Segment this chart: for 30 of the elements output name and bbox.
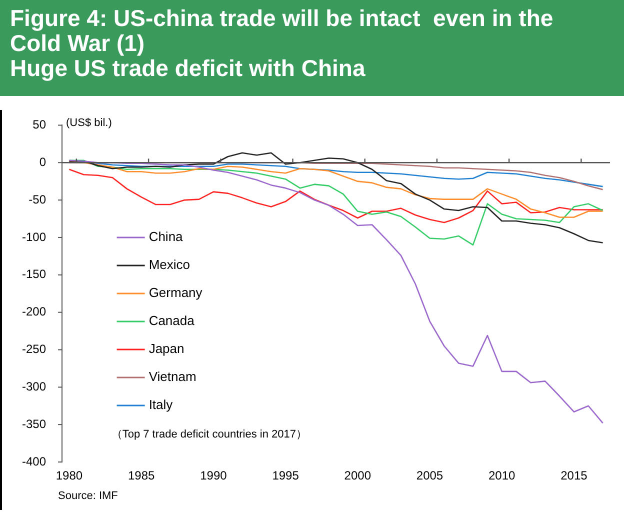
x-tick-label: 2000	[344, 468, 372, 482]
legend-label: Canada	[148, 313, 196, 328]
x-tick-label: 2010	[488, 468, 516, 482]
legend-label: Vietnam	[148, 369, 196, 384]
y-tick-label: -300	[22, 379, 46, 394]
x-tick-label: 1980	[56, 468, 83, 482]
y-tick-label: -250	[22, 342, 46, 356]
x-tick-label: 1990	[200, 468, 228, 482]
y-tick-label: -100	[22, 230, 46, 244]
source-note: Source: IMF	[58, 490, 118, 502]
chart-subtitle: Huge US trade deficit with China	[10, 55, 366, 81]
legend-label: Italy	[148, 397, 174, 412]
annotation: （Top 7 trade deficit countries in 2017）	[111, 428, 308, 440]
y-tick-label: 0	[39, 154, 46, 169]
y-tick-label: -200	[22, 304, 46, 319]
y-tick-label: -400	[22, 454, 46, 468]
x-tick-label: 1995	[272, 468, 300, 482]
legend-label: Germany	[148, 285, 203, 300]
x-tick-label: 1985	[128, 468, 155, 482]
x-tick-label: 2015	[560, 468, 588, 482]
legend-label: China	[148, 229, 184, 244]
y-tick-label: -50	[28, 192, 46, 206]
y-tick-label: -350	[22, 416, 46, 431]
chart-title: Figure 4: US-china trade will be intact even in the Cold War (1)	[10, 5, 554, 56]
y-axis-title: (US$ bil.)	[66, 117, 112, 130]
y-tick-label: 50	[32, 118, 46, 132]
x-tick-label: 2005	[416, 468, 444, 482]
legend-label: Japan	[148, 341, 184, 356]
y-tick-label: -150	[22, 267, 46, 282]
legend-label: Mexico	[148, 257, 190, 272]
